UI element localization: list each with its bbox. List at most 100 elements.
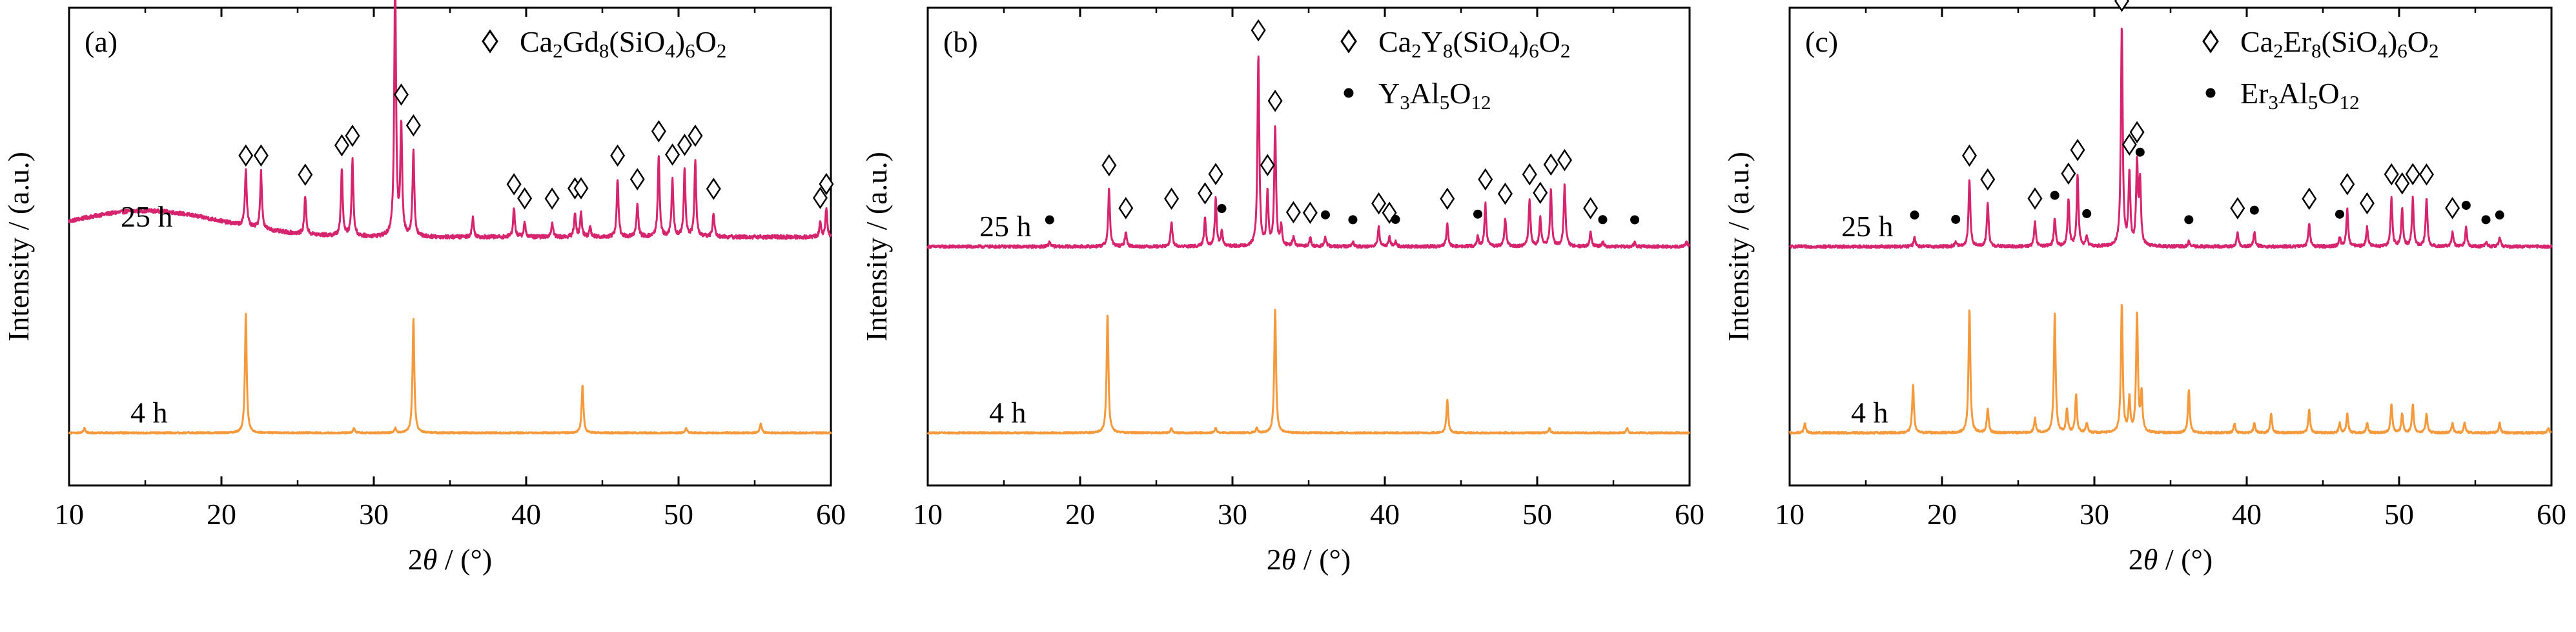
legend-label-part: 4 [1509,39,1519,62]
peak-diamond-marker [1267,89,1283,112]
x-tick-label: 40 [1370,498,1400,531]
peak-dot-marker [1598,215,1608,225]
peak-diamond-marker [651,120,666,143]
legend-label-part: Ca [2240,25,2273,58]
peak-diamond-marker [393,83,409,106]
peak-diamond-marker [1583,197,1599,219]
peak-diamond-marker [1260,154,1275,177]
peak-diamond-marker [2395,172,2410,195]
peak-dot-marker [1348,215,1358,225]
series-label: 25 h [1841,210,1894,243]
x-tick-label: 10 [54,498,84,531]
peak-dot-marker [1951,214,1961,224]
peak-diamond-marker [677,134,692,156]
legend-label-part: Y [1422,25,1443,58]
x-axis-label-part: / (°) [2158,543,2213,576]
legend-label-part: O [2318,77,2339,110]
peak-diamond-marker [1497,182,1513,205]
x-axis-label-theta: θ [1282,543,1296,576]
x-tick-label: 60 [2537,498,2566,531]
x-axis-label-part: / (°) [1296,543,1351,576]
peak-diamond-marker [2129,121,2145,144]
peak-diamond-marker [665,143,680,166]
x-tick-label: 20 [1927,498,1957,531]
peak-diamond-marker [2384,163,2399,186]
legend-label: Er3Al5O12 [2240,77,2360,114]
x-tick-label: 20 [207,498,236,531]
x-axis-label: 2θ / (°) [1267,543,1351,576]
panel-label: (c) [1805,25,1838,58]
legend-label-part: 6 [685,39,695,62]
peak-diamond-marker [405,114,421,137]
peak-diamond-marker [517,187,533,210]
legend-label-part: 2 [2273,39,2284,62]
peak-dot-marker [1045,215,1054,225]
peak-dot-marker [2335,209,2344,219]
series-line-4h [68,312,832,435]
legend-label-part: ) [675,25,685,58]
peak-diamond-marker [812,187,828,209]
peak-dot-marker [2050,190,2060,200]
series-label: 4 h [989,396,1027,429]
peak-dot-marker [1217,203,1227,213]
series-label: 25 h [979,210,1032,243]
peak-diamond-marker [573,177,589,199]
legend-label-part: (SiO [609,25,665,58]
peak-diamond-marker [819,172,834,196]
legend-dot-marker [2205,88,2216,98]
legend-label-part: O [1449,77,1471,110]
legend-label-part: 12 [2340,91,2360,114]
peak-diamond-marker [706,178,721,200]
peak-dot-marker [2135,147,2145,157]
peak-diamond-marker [1251,19,1266,42]
peak-dot-marker [2481,215,2491,225]
legend-label-part: 5 [2308,91,2318,114]
x-tick-label: 50 [2384,498,2414,531]
peak-diamond-marker [1198,182,1213,205]
legend-label-part: 8 [2311,39,2322,62]
peak-diamond-marker [2070,139,2085,161]
peak-diamond-marker [1285,201,1301,224]
peak-diamond-marker [1522,163,1537,186]
peak-diamond-marker [298,163,313,186]
legend-label-part: 4 [2377,39,2387,62]
legend-label-part: Er [2240,77,2268,110]
legend-label-part: O [1539,25,1560,58]
legend-label-part: 2 [2429,39,2439,62]
legend-label-part: ) [1519,25,1529,58]
legend-label-part: (SiO [2322,25,2378,58]
peak-dot-marker [2461,201,2471,210]
legend-label-part: O [695,25,717,58]
legend-label-part: 2 [1411,39,1422,62]
legend-label-part: Y [1378,77,1400,110]
peak-diamond-marker [2359,192,2375,215]
peak-dot-marker [1473,209,1482,219]
series-label: 4 h [1851,396,1888,429]
x-tick-label: 50 [664,498,693,531]
series-line-25h [68,0,832,240]
x-tick-label: 40 [2232,498,2262,531]
x-axis-label: 2θ / (°) [408,543,492,576]
peak-diamond-marker [1478,168,1493,191]
peak-diamond-marker [2061,162,2076,185]
legend-label-part: 6 [1529,39,1539,62]
legend-label-part: 8 [1443,39,1453,62]
peak-diamond-marker [345,125,360,147]
legend-label-part: Al [2278,77,2308,110]
legend-label-part: 6 [2397,39,2407,62]
peak-diamond-marker [253,144,269,167]
x-tick-label: 30 [359,498,389,531]
legend-diamond-marker [2202,29,2219,54]
series-line-25h [926,56,1690,249]
x-tick-label: 40 [511,498,541,531]
legend-label: Ca2Er8(SiO4)6O2 [2240,25,2439,62]
y-axis-label: Intensity / (a.u.) [1722,152,1755,341]
legend-diamond-marker [1340,29,1357,54]
peak-dot-marker [1391,214,1400,224]
peak-diamond-marker [2445,197,2460,219]
legend-label-part: 12 [1471,91,1491,114]
legend-label-part: Al [1410,77,1440,110]
legend-label-part: Gd [563,25,599,58]
peak-diamond-marker [544,187,560,210]
